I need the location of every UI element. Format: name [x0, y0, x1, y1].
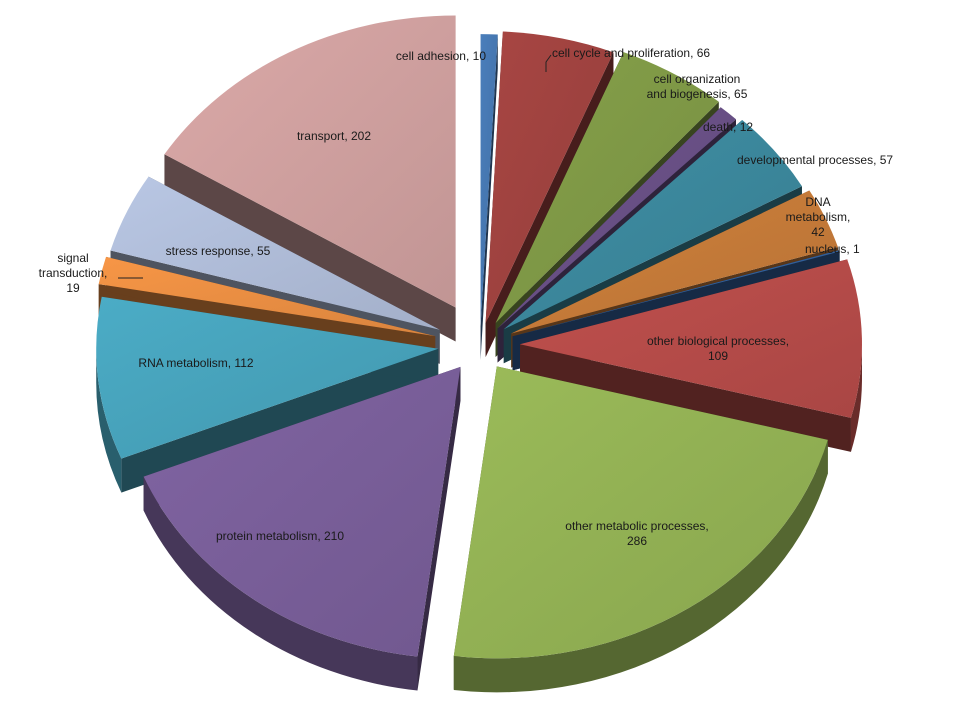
pie-data-label-4: death, 12 — [703, 120, 753, 134]
pie-slice-side-1-2 — [480, 34, 498, 361]
pie-data-label-7: nucleus, 1 — [805, 242, 860, 256]
pie-data-label-9: other metabolic processes, 286 — [565, 519, 708, 548]
pie-slice-10 — [143, 366, 461, 657]
pie-slice-12 — [98, 256, 436, 337]
pie-slice-8 — [519, 259, 862, 418]
pie-data-label-12: signal transduction, 19 — [39, 251, 108, 295]
pie-slice-13 — [110, 176, 440, 330]
pie-slice-rim-11 — [96, 348, 122, 493]
pie-slice-5 — [503, 119, 802, 330]
pie-data-label-5: developmental processes, 57 — [737, 153, 893, 167]
pie-slice-depth-1 — [480, 34, 498, 361]
pie-data-label-2: cell cycle and proliferation, 66 — [552, 46, 710, 60]
pie-slice-rim-10 — [143, 476, 418, 691]
pie-data-label-3: cell organization and biogenesis, 65 — [647, 72, 748, 101]
pie-slice-side-10-1 — [417, 366, 461, 691]
pie-slice-11 — [96, 296, 439, 459]
pie-slice-side-14-1 — [164, 154, 456, 342]
pie-slice-rim-8 — [850, 344, 862, 452]
pie-slice-14 — [164, 15, 456, 308]
pie-slice-1 — [480, 34, 498, 327]
pie-top-layer — [96, 15, 862, 659]
pie-data-label-1: cell adhesion, 10 — [396, 49, 486, 63]
pie-label-layer: cell adhesion, 10 cell cycle and prolifer… — [39, 46, 894, 548]
pie-data-label-8: other biological processes, 109 — [647, 334, 789, 363]
pie-data-label-6: DNA metabolism, 42 — [786, 195, 851, 239]
pie-slice-2 — [485, 31, 614, 324]
pie-slice-4 — [497, 107, 737, 329]
pie-data-label-14: transport, 202 — [297, 129, 371, 143]
pie-slice-side-8-2 — [519, 344, 851, 452]
pie-data-label-11: RNA metabolism, 112 — [138, 356, 253, 370]
pie-slice-side-11-1 — [121, 348, 439, 493]
pie-slice-rim-9 — [453, 439, 828, 693]
pie-slice-7 — [512, 250, 840, 337]
pie-slice-9 — [453, 366, 828, 659]
pie-slice-6 — [511, 190, 838, 334]
pie-slice-depth-14 — [164, 154, 456, 342]
pie-data-label-10: protein metabolism, 210 — [216, 529, 344, 543]
pie-data-label-13: stress response, 55 — [166, 244, 271, 258]
pie-slice-3 — [495, 52, 719, 323]
label-leader-line-2 — [545, 54, 552, 72]
